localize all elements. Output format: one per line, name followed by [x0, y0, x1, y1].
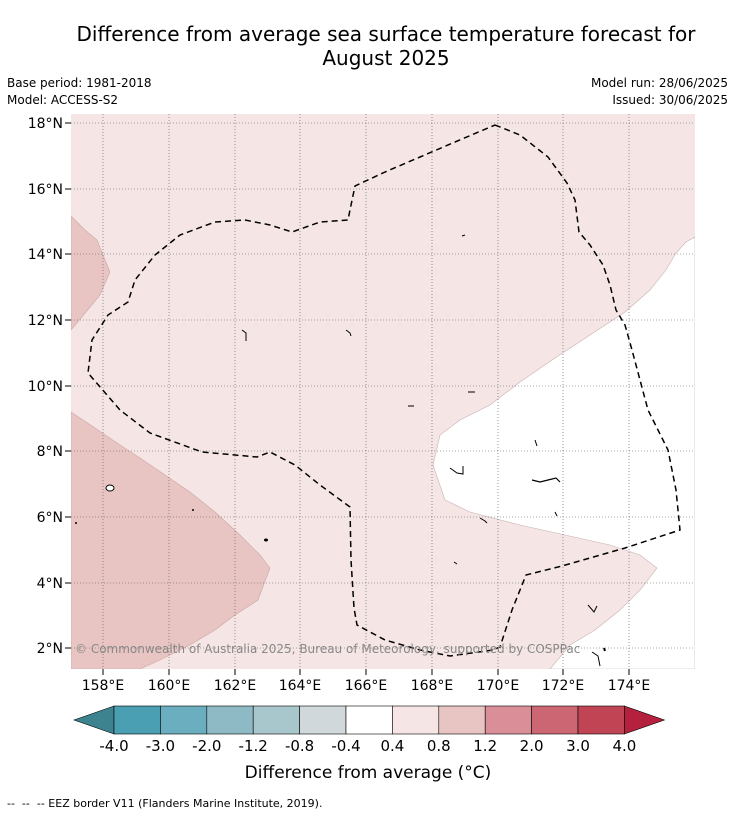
colorbar: -4.0 -3.0 -2.0 -1.2 -0.8 -0.4 0.4 0.8 1.2 2.0 3.0 4… [73, 705, 666, 755]
colorbar-tick-label: -0.4 [331, 737, 360, 755]
colorbar-title: Difference from average (°C) [244, 763, 492, 783]
colorbar-swatch [206, 705, 254, 735]
colorbar-swatch [531, 705, 579, 735]
lon-axis: 158°E 160°E 162°E 164°E 166°E 168°E 170°… [82, 669, 651, 694]
lat-tick-label: 8°N [37, 444, 63, 460]
island-marker [603, 647, 606, 652]
colorbar-swatch [392, 705, 440, 735]
colorbar-tick-label: -0.8 [285, 737, 314, 755]
lat-tick-label: 2°N [37, 641, 63, 657]
island-marker [105, 484, 115, 492]
map-plot-area: © Commonwealth of Australia 2025, Bureau… [71, 114, 695, 669]
eez-border-legend-text: -- EEZ border V11 (Flanders Marine Insti… [36, 797, 323, 810]
colorbar-tick-label: -2.0 [192, 737, 221, 755]
anomaly-region-west [71, 215, 111, 331]
lon-tick-label: 168°E [411, 678, 454, 694]
colorbar-swatch [113, 705, 161, 735]
lat-tick-label: 18°N [28, 116, 63, 132]
lon-tick-label: 170°E [477, 678, 520, 694]
island-marker [192, 509, 194, 511]
copyright-credit: © Commonwealth of Australia 2025, Bureau… [75, 642, 580, 656]
eez-border-legend-marker: -- -- [7, 797, 37, 810]
lon-tick-label: 162°E [214, 678, 257, 694]
colorbar-tick-label: 4.0 [612, 737, 636, 755]
anomaly-region-southwest [71, 411, 271, 669]
island-marker [587, 604, 598, 613]
island-marker [534, 439, 538, 447]
colorbar-tick-label: -4.0 [99, 737, 128, 755]
lat-tick-label: 16°N [28, 182, 63, 198]
lat-tick-label: 4°N [37, 576, 63, 592]
island-marker [554, 511, 558, 517]
colorbar-tick-label: 3.0 [566, 737, 590, 755]
lat-tick-label: 14°N [28, 247, 63, 263]
eez-border [87, 124, 681, 657]
colorbar-tick-label: -3.0 [146, 737, 175, 755]
colorbar-tick-label: 0.8 [427, 737, 451, 755]
colorbar-tick-label: 2.0 [520, 737, 544, 755]
lat-axis: 18°N 16°N 14°N 12°N 10°N 8°N 6°N 4°N 2°N [28, 116, 71, 657]
meta-left: Base period: 1981-2018 Model: ACCESS-S2 [7, 75, 152, 109]
model-run: Model run: 28/06/2025 [590, 76, 728, 90]
map-gridlines [71, 114, 695, 669]
model-name: Model: ACCESS-S2 [7, 93, 119, 107]
colorbar-swatch [577, 705, 625, 735]
map-title-line2: August 2025 [322, 46, 450, 70]
island-marker [449, 466, 464, 475]
anomaly-region-near-normal [432, 236, 695, 669]
issued-date: Issued: 30/06/2025 [612, 93, 728, 107]
map-title: Difference from average sea surface temp… [0, 22, 736, 70]
island-marker [531, 477, 561, 483]
lon-tick-label: 158°E [82, 678, 125, 694]
colorbar-swatch [252, 705, 300, 735]
island-marker [264, 538, 268, 542]
colorbar-swatch [299, 705, 347, 735]
colorbar-swatch [345, 705, 393, 735]
lat-tick-label: 10°N [28, 379, 63, 395]
colorbar-tick-label: 0.4 [380, 737, 404, 755]
lon-tick-label: 160°E [148, 678, 191, 694]
lat-tick-label: 6°N [37, 510, 63, 526]
island-marker [345, 329, 352, 337]
base-period: Base period: 1981-2018 [7, 76, 152, 90]
colorbar-swatch [484, 705, 532, 735]
meta-right: Model run: 28/06/2025 Issued: 30/06/2025 [591, 75, 728, 109]
eez-border-legend: -- -- -- EEZ border V11 (Flanders Marine… [7, 797, 322, 810]
island-marker [479, 517, 488, 524]
island-marker [75, 522, 77, 524]
colorbar-tick-label: -1.2 [239, 737, 268, 755]
lon-tick-label: 164°E [279, 678, 322, 694]
lon-tick-label: 174°E [608, 678, 651, 694]
lon-tick-label: 172°E [542, 678, 585, 694]
lat-tick-label: 12°N [28, 313, 63, 329]
lon-tick-label: 166°E [345, 678, 388, 694]
colorbar-extend-low [73, 705, 115, 735]
island-marker [453, 561, 458, 565]
colorbar-extend-high [624, 705, 666, 735]
colorbar-swatch [160, 705, 208, 735]
colorbar-tick-label: 1.2 [473, 737, 497, 755]
island-marker [591, 651, 601, 667]
island-marker [241, 329, 247, 341]
colorbar-swatch [438, 705, 486, 735]
map-title-line1: Difference from average sea surface temp… [76, 22, 696, 46]
island-marker [461, 234, 466, 237]
